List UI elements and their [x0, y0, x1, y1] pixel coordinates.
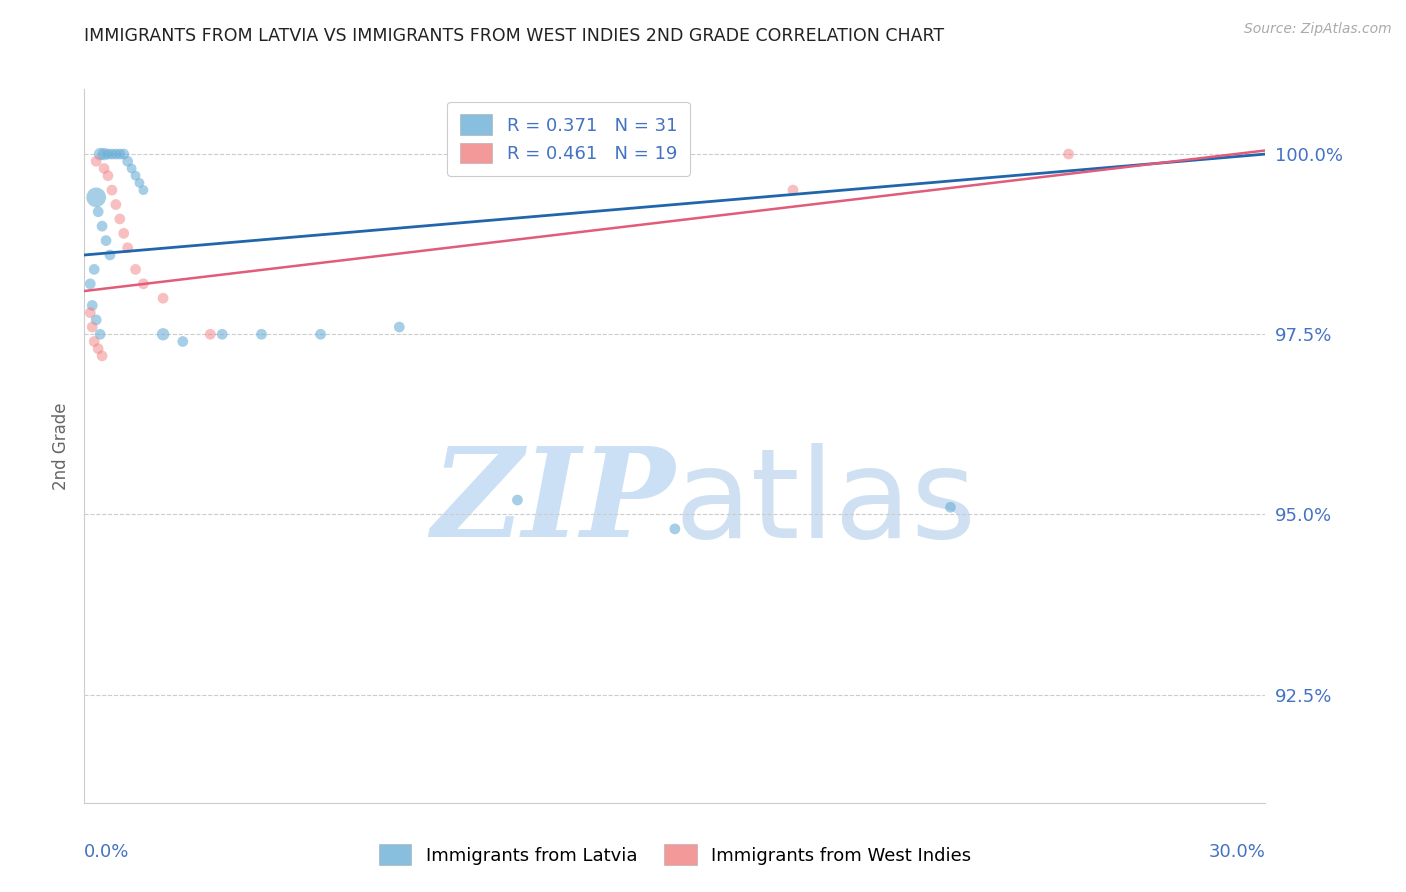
Point	[172, 334, 194, 349]
Point	[117, 154, 139, 169]
Point	[250, 327, 273, 342]
Point	[82, 320, 104, 334]
Point	[89, 327, 111, 342]
Point	[93, 161, 115, 176]
Legend: R = 0.371   N = 31, R = 0.461   N = 19: R = 0.371 N = 31, R = 0.461 N = 19	[447, 102, 690, 176]
Point	[101, 147, 124, 161]
Point	[132, 183, 155, 197]
Point	[93, 147, 115, 161]
Point	[132, 277, 155, 291]
Text: Source: ZipAtlas.com: Source: ZipAtlas.com	[1244, 21, 1392, 36]
Point	[82, 298, 104, 312]
Point	[108, 211, 131, 226]
Text: 0.0%: 0.0%	[84, 843, 129, 861]
Point	[782, 183, 804, 197]
Text: 30.0%: 30.0%	[1209, 843, 1265, 861]
Point	[108, 147, 131, 161]
Point	[79, 277, 101, 291]
Text: IMMIGRANTS FROM LATVIA VS IMMIGRANTS FROM WEST INDIES 2ND GRADE CORRELATION CHAR: IMMIGRANTS FROM LATVIA VS IMMIGRANTS FRO…	[84, 27, 945, 45]
Point	[97, 169, 120, 183]
Point	[101, 183, 124, 197]
Point	[79, 306, 101, 320]
Point	[84, 190, 107, 204]
Point	[1057, 147, 1080, 161]
Point	[104, 197, 127, 211]
Point	[211, 327, 233, 342]
Point	[124, 262, 146, 277]
Point	[91, 219, 114, 234]
Point	[117, 241, 139, 255]
Point	[124, 169, 146, 183]
Point	[121, 161, 143, 176]
Point	[104, 147, 127, 161]
Point	[94, 234, 117, 248]
Point	[84, 154, 107, 169]
Point	[112, 227, 135, 241]
Point	[664, 522, 686, 536]
Text: ZIP: ZIP	[432, 442, 675, 564]
Point	[152, 327, 174, 342]
Point	[388, 320, 411, 334]
Point	[112, 147, 135, 161]
Point	[506, 493, 529, 508]
Point	[309, 327, 332, 342]
Point	[152, 291, 174, 305]
Point	[87, 204, 110, 219]
Point	[83, 262, 105, 277]
Point	[98, 248, 121, 262]
Point	[128, 176, 150, 190]
Legend: Immigrants from Latvia, Immigrants from West Indies: Immigrants from Latvia, Immigrants from …	[370, 835, 980, 874]
Point	[200, 327, 222, 342]
Point	[939, 500, 962, 515]
Y-axis label: 2nd Grade: 2nd Grade	[52, 402, 70, 490]
Text: atlas: atlas	[675, 442, 977, 564]
Point	[84, 313, 107, 327]
Point	[89, 147, 111, 161]
Point	[87, 342, 110, 356]
Point	[97, 147, 120, 161]
Point	[91, 349, 114, 363]
Point	[83, 334, 105, 349]
